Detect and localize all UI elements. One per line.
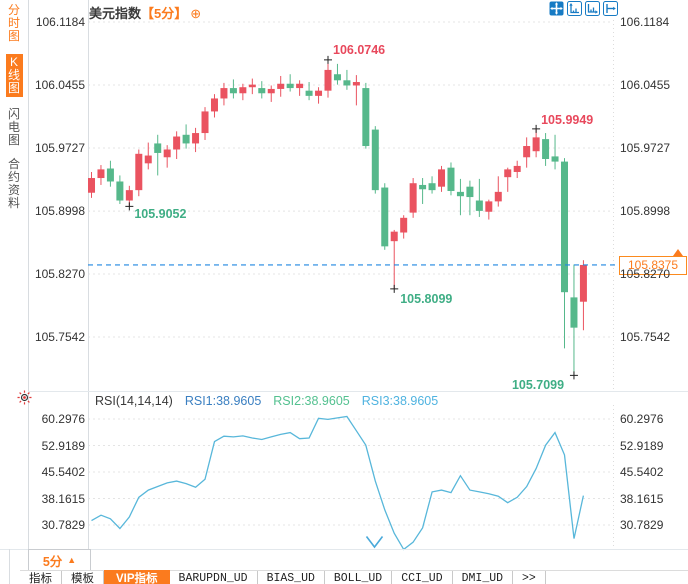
rsi-axis-label-right: 45.5402	[620, 465, 664, 479]
price-marker-cross	[569, 371, 578, 380]
tab-BARUPDN_UD[interactable]: BARUPDN_UD	[170, 571, 258, 584]
chart-title: 美元指数【5分】 ⊕	[89, 3, 201, 22]
rsi-series-RSI1: RSI1:38.9605	[184, 394, 262, 408]
chart-toolbar	[549, 1, 618, 16]
rsi-header: RSI(14,14,14) RSI1:38.9605 RSI2:38.9605 RSI…	[95, 394, 450, 408]
price-marker-cross	[125, 202, 134, 211]
rsi-axis-label-left: 45.5402	[41, 465, 85, 479]
price-annotation: 105.9949	[541, 112, 594, 127]
rsi-axis-label-right: 30.7829	[620, 518, 664, 532]
price-marker-cross	[390, 284, 399, 293]
rsi-axis-label-right: 52.9189	[620, 438, 664, 453]
move-crosshair-icon[interactable]	[549, 1, 564, 16]
sidebar: 分时图 K线图闪电图合约资料	[0, 0, 29, 549]
rsi-axis-label-right: 60.2976	[620, 412, 664, 426]
period-up-arrow-icon: ▲	[67, 555, 77, 565]
price-annotation: 106.0746	[333, 42, 386, 57]
tab-指标[interactable]: 指标	[20, 571, 62, 584]
tab-BOLL_UD[interactable]: BOLL_UD	[325, 571, 393, 584]
price-up-triangle-icon	[673, 249, 683, 256]
price-axis-label-left: 105.9727	[34, 141, 85, 156]
period-label: 【5分】	[141, 6, 188, 21]
tab-CCI_UD[interactable]: CCI_UD	[392, 571, 453, 584]
tab-DMI_UD[interactable]: DMI_UD	[453, 571, 514, 584]
add-indicator-icon[interactable]: ⊕	[190, 6, 202, 21]
rsi-series-RSI3: RSI3:38.9605	[361, 394, 439, 408]
price-axis-label-left: 105.8270	[34, 267, 85, 282]
symbol-name: 美元指数	[89, 6, 142, 21]
indicator-sun-icon[interactable]	[17, 390, 32, 410]
sidebar-item-3[interactable]: 闪电图	[7, 107, 20, 147]
scale-x-axis-icon[interactable]	[585, 1, 600, 16]
price-axis-label-right: 105.7542	[620, 330, 671, 344]
rsi-axis-label-left: 52.9189	[41, 438, 85, 453]
price-axis-label-right: 105.9727	[620, 141, 671, 156]
price-axis-label-left: 106.0455	[34, 78, 85, 93]
price-axis-label-right: 105.8270	[620, 267, 671, 282]
candles	[88, 59, 587, 376]
rsi-series-RSI2: RSI2:38.9605	[273, 394, 350, 408]
tab-VIP指标[interactable]: VIP指标	[104, 570, 170, 584]
indicator-tabbar: 指标 模板 VIP指标 BARUPDN_UD BIAS_UD BOLL_UD CCI_UD D…	[20, 570, 688, 584]
price-axis-label-left: 105.7542	[34, 330, 85, 344]
sidebar-item-4[interactable]: 合约资料	[7, 157, 20, 210]
price-axis-label-left: 105.8998	[34, 204, 85, 219]
price-annotation: 105.9052	[134, 207, 187, 222]
period-value: 5分	[42, 554, 63, 569]
price-annotation: 105.8099	[400, 291, 453, 306]
price-axis-label-left: 106.1184	[35, 15, 85, 29]
rsi-line	[91, 415, 585, 551]
pan-right-icon[interactable]	[603, 1, 618, 16]
rsi-axis-label-right: 38.1615	[620, 491, 664, 506]
sidebar-item-2[interactable]: K线图	[5, 54, 23, 97]
collapse-panel-chevron-icon[interactable]	[365, 535, 384, 554]
current-price-value: 105.8375	[627, 258, 679, 272]
price-marker-cross	[532, 124, 541, 133]
panel-divider-bottom	[0, 549, 688, 550]
bottom-left-border	[9, 549, 10, 584]
current-price-badge: 105.8375	[619, 249, 687, 275]
price-axis-label-right: 106.0455	[620, 78, 671, 93]
rsi-axis-label-left: 38.1615	[41, 491, 85, 506]
sidebar-item-1[interactable]: 分时图	[7, 3, 20, 43]
tab-模板[interactable]: 模板	[62, 571, 104, 584]
tab-BIAS_UD[interactable]: BIAS_UD	[258, 571, 325, 584]
period-selector[interactable]: 5分 ▲	[28, 549, 91, 571]
price-marker-cross	[324, 55, 332, 64]
rsi-axis-label-left: 30.7829	[41, 518, 85, 532]
panel-divider-top	[28, 391, 688, 392]
scale-y-axis-icon[interactable]	[567, 1, 582, 16]
rsi-label: RSI(14,14,14)	[95, 394, 173, 408]
rsi-series-values: RSI1:38.9605 RSI2:38.9605 RSI3:38.9605	[185, 394, 450, 408]
price-axis-label-right: 105.8998	[620, 204, 671, 219]
tab->>[interactable]: >>	[513, 571, 546, 584]
price-annotation: 105.7099	[511, 378, 565, 393]
rsi-axis-label-left: 60.2976	[41, 412, 85, 426]
price-axis-label-right: 106.1184	[620, 15, 670, 29]
